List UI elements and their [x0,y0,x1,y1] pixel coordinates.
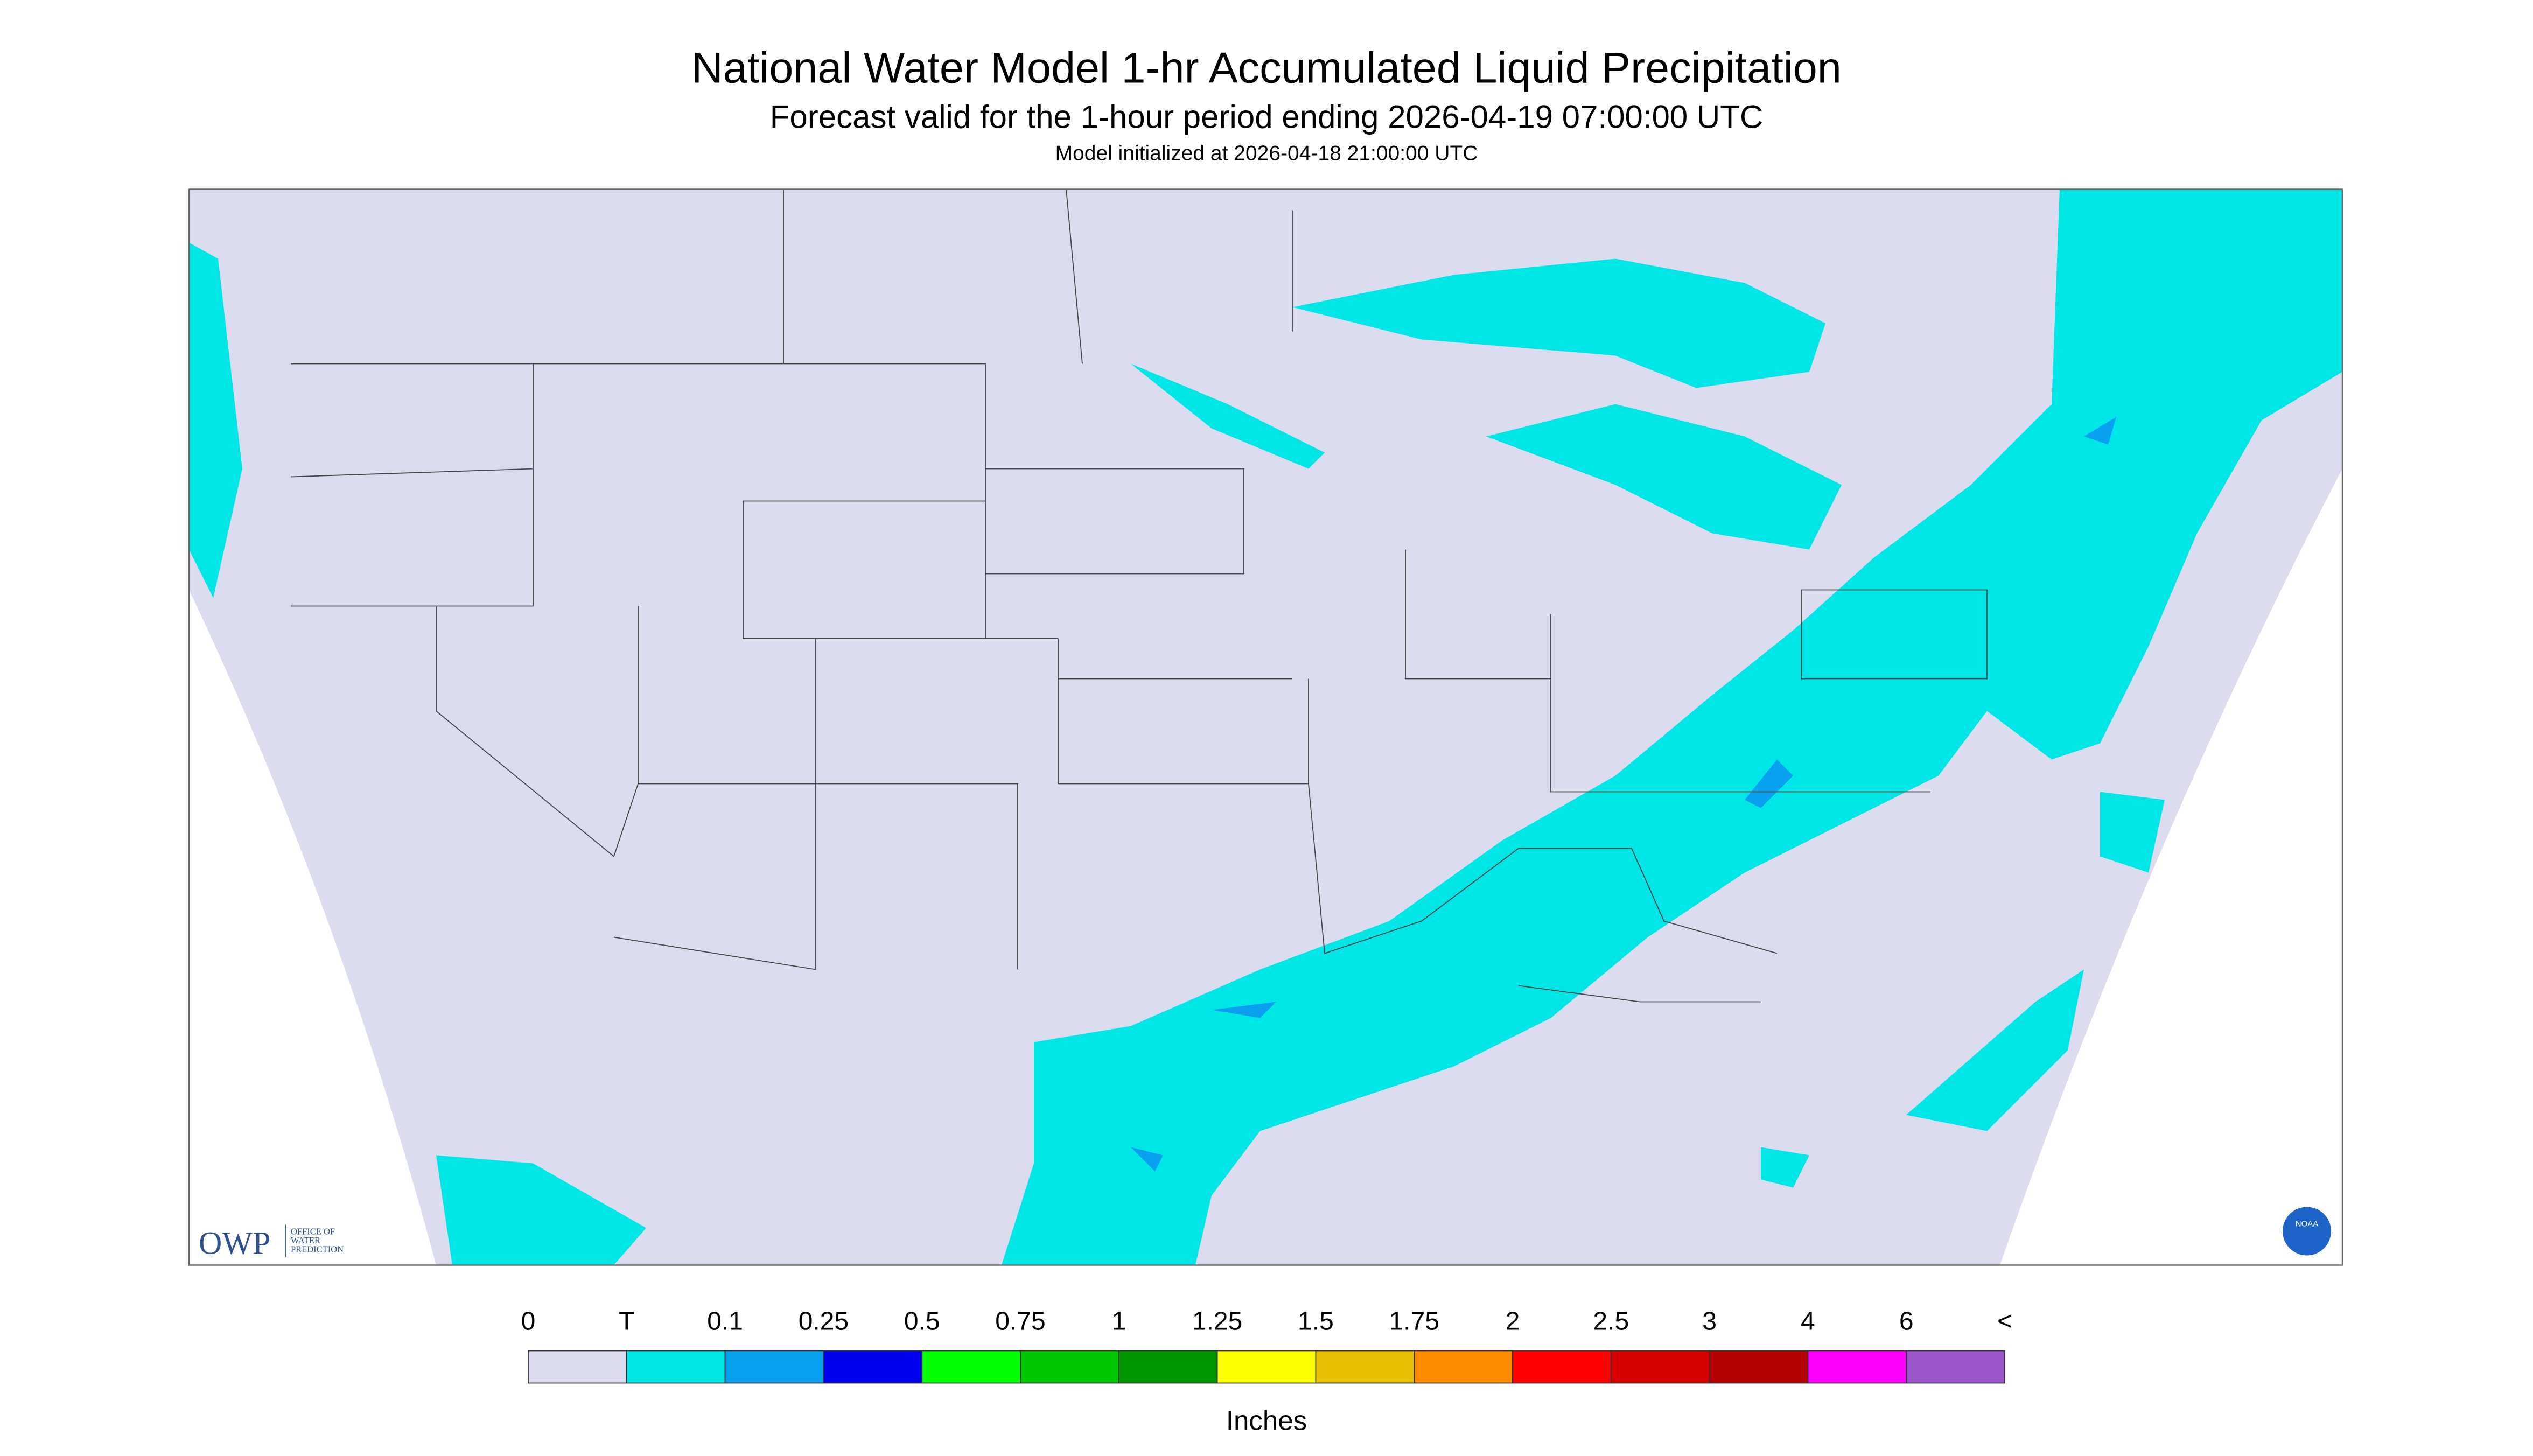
title: National Water Model 1-hr Accumulated Li… [691,44,1842,93]
legend-label: 1.5 [1298,1307,1334,1336]
legend-swatch [1216,1350,1317,1384]
owp-line: WATER [291,1235,320,1245]
legend: 0 T 0.1 0.25 0.5 0.75 1 1.25 1.5 1.75 2 2.5 3 4 6 < [521,1307,2012,1384]
legend-swatch [1610,1350,1710,1384]
legend-unit: Inches [1226,1405,1307,1436]
legend-label: 2.5 [1593,1307,1629,1336]
subtitle: Forecast valid for the 1-hour period end… [770,99,1763,135]
precip-light [1131,417,2116,1172]
legend-label: 1.75 [1389,1307,1439,1336]
legend-label: 0 [521,1307,536,1336]
noaa-text: NOAA [2296,1220,2319,1229]
legend-label: 6 [1899,1307,1914,1336]
legend-label: T [619,1307,634,1336]
noaa-logo [2283,1207,2331,1256]
legend-label: 1 [1111,1307,1126,1336]
precip-trace [189,189,2342,1265]
out-of-domain-right [2000,468,2342,1265]
legend-swatch [1512,1350,1612,1384]
legend-swatch [921,1350,1021,1384]
legend-swatch [1414,1350,1513,1384]
legend-swatch [1315,1350,1415,1384]
legend-label: 1.25 [1192,1307,1242,1336]
legend-swatch [1807,1350,1907,1384]
boundaries [290,189,1988,1003]
legend-label: 2 [1506,1307,1520,1336]
legend-label: 0.1 [707,1307,743,1336]
legend-swatch [528,1350,627,1384]
legend-label: 4 [1801,1307,1815,1336]
init-note: Model initialized at 2026-04-18 21:00:00… [1055,142,1478,165]
owp-line: PREDICTION [291,1244,344,1255]
legend-swatch [1118,1350,1218,1384]
owp-line: OFFICE OF [291,1227,335,1237]
legend-label: < [1997,1307,2012,1336]
map-frame [188,188,2343,1266]
owp-logo: OWP [199,1226,270,1261]
legend-swatch [724,1350,824,1384]
legend-swatch [1020,1350,1119,1384]
legend-swatch [626,1350,726,1384]
legend-swatch [1709,1350,1809,1384]
out-of-domain-left [189,590,436,1265]
legend-swatch [1906,1350,2005,1384]
legend-label: 3 [1702,1307,1717,1336]
legend-label: 0.5 [904,1307,940,1336]
map: OWP NOAA [188,188,2343,1266]
legend-label: 0.75 [995,1307,1045,1336]
legend-swatch [823,1350,923,1384]
legend-label: 0.25 [799,1307,849,1336]
